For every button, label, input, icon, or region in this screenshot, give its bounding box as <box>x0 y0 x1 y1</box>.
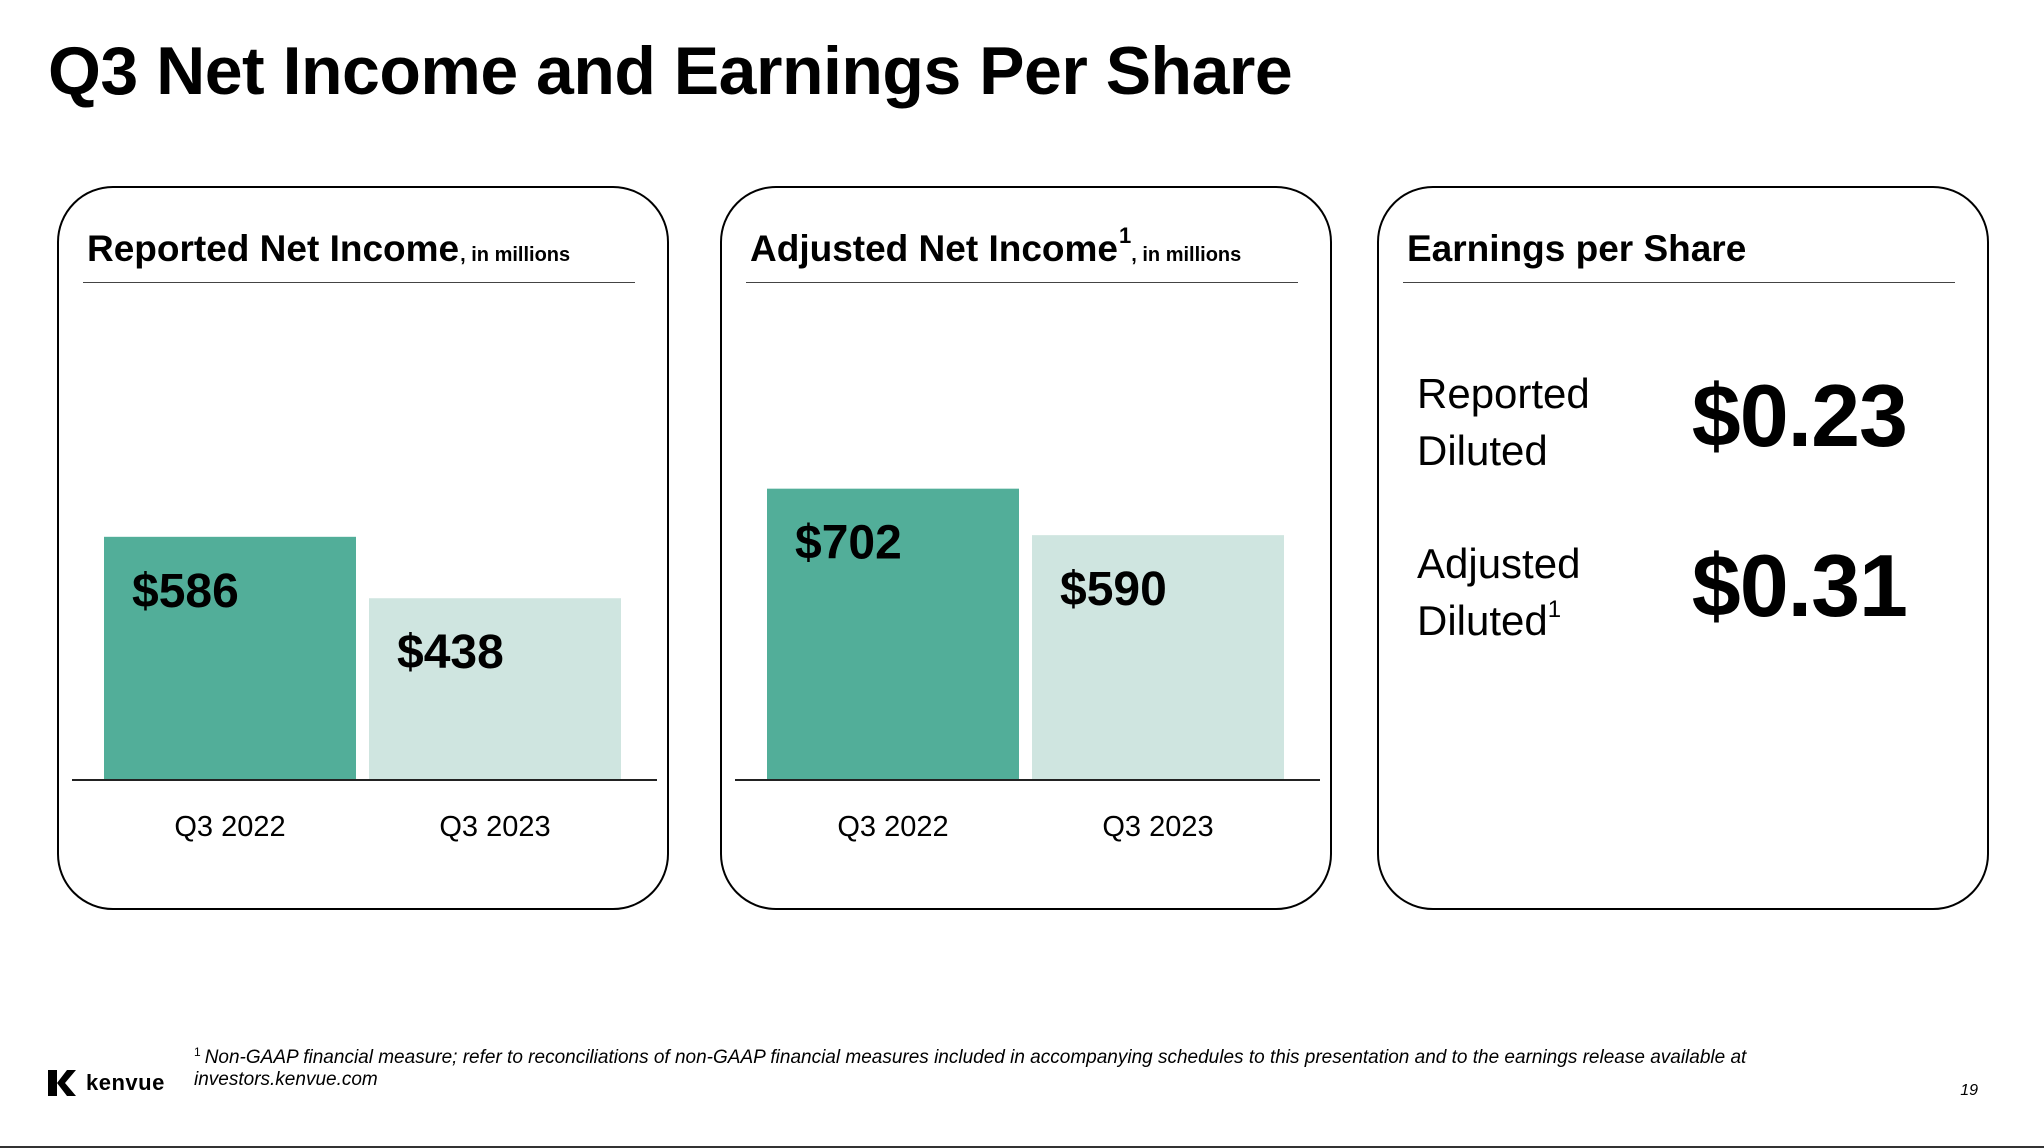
panel-title: Reported Net Income, in millions <box>87 223 570 270</box>
bar-q3-2022 <box>104 536 356 780</box>
logo-text: kenvue <box>86 1070 165 1095</box>
x-tick-label: Q3 2023 <box>439 811 550 843</box>
eps-label-line1: Reported <box>1417 370 1590 417</box>
x-tick-label: Q3 2023 <box>1102 811 1213 843</box>
footnote-marker: 1 <box>194 1045 201 1059</box>
panel-title: Adjusted Net Income1, in millions <box>750 223 1241 270</box>
eps-label-superscript: 1 <box>1547 596 1562 623</box>
bar-q3-2023 <box>1032 535 1284 780</box>
eps-value: $0.31 <box>1691 536 1908 635</box>
adjusted-net-income-panel: Adjusted Net Income1, in millions $702 Q3… <box>720 186 1332 910</box>
panel-title-text: Reported Net Income <box>87 228 460 269</box>
x-tick-label: Q3 2022 <box>174 811 285 843</box>
reported-net-income-chart: $586 Q3 2022 $438 Q3 2023 <box>72 536 657 843</box>
panel-title-unit: , in millions <box>460 244 571 266</box>
bar-value-label: $590 <box>1060 563 1167 616</box>
eps-row-adjusted-diluted: Adjusted Diluted1 $0.31 <box>1417 536 1947 644</box>
eps-label: Reported Diluted <box>1417 371 1590 474</box>
bar-value-label: $438 <box>397 626 504 679</box>
panel-header: Reported Net Income, in millions <box>83 226 635 283</box>
earnings-per-share-panel: Earnings per Share Reported Diluted $0.2… <box>1377 186 1989 910</box>
kenvue-logo: kenvue <box>48 1070 165 1096</box>
panel-title-superscript: 1 <box>1119 223 1132 248</box>
panel-title-text: Earnings per Share <box>1407 228 1747 269</box>
panel-header: Adjusted Net Income1, in millions <box>746 223 1298 283</box>
eps-label-line2: Diluted <box>1417 427 1548 474</box>
footnote-text: Non-GAAP financial measure; refer to rec… <box>194 1047 1747 1090</box>
slide-title: Q3 Net Income and Earnings Per Share <box>48 33 1293 109</box>
kenvue-k-icon <box>48 1070 76 1096</box>
bottom-divider <box>0 1146 2044 1148</box>
bar-q3-2022 <box>767 488 1019 780</box>
footnote: 1 Non-GAAP financial measure; refer to re… <box>194 1041 1874 1091</box>
adjusted-net-income-chart: $702 Q3 2022 $590 Q3 2023 <box>735 488 1320 843</box>
bar-q3-2023 <box>369 598 621 780</box>
reported-net-income-panel: Reported Net Income, in millions $586 Q3 … <box>57 186 669 910</box>
panel-title-text: Adjusted Net Income <box>750 228 1118 269</box>
panel-title-unit: , in millions <box>1131 244 1242 266</box>
x-tick-label: Q3 2022 <box>837 811 948 843</box>
bar-value-label: $586 <box>132 565 239 618</box>
eps-value: $0.23 <box>1691 366 1908 465</box>
eps-label-line1: Adjusted <box>1417 540 1581 587</box>
panel-title: Earnings per Share <box>1407 228 1746 270</box>
eps-label: Adjusted Diluted1 <box>1417 541 1580 644</box>
bar-value-label: $702 <box>795 517 902 570</box>
page-number: 19 <box>1960 1082 1978 1099</box>
eps-label-line2: Diluted <box>1417 597 1548 644</box>
eps-row-reported-diluted: Reported Diluted $0.23 <box>1417 366 1947 474</box>
panel-header: Earnings per Share <box>1403 226 1955 283</box>
